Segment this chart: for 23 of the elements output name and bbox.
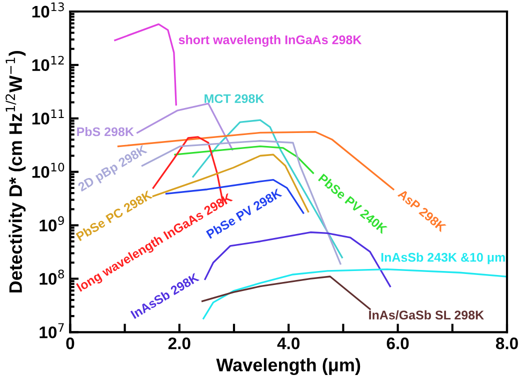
- y-tick-label: 10$^{12}$: [32, 56, 64, 72]
- x-tick-label: 2.0: [168, 337, 190, 350]
- x-tick-label: 8.0: [496, 337, 518, 350]
- series-label: InAs/GaSb SL 298K: [369, 310, 484, 320]
- x-tick-label: 6.0: [386, 337, 409, 350]
- line-series: [174, 146, 314, 174]
- line-series: [202, 268, 506, 320]
- y-axis-title: Detectivity D* (cm Hz$^{1/2}$W$^{−1}$): [6, 51, 26, 292]
- y-tick-label: 10$^{11}$: [32, 109, 64, 124]
- y-tick-label: 10$^{13}$: [32, 2, 64, 18]
- line-series: [201, 276, 371, 310]
- y-tick-label: 10$^{8}$: [40, 270, 64, 285]
- series-label: MCT 298K: [204, 94, 264, 104]
- series-label: InAsSb 243K &10 μm: [381, 252, 505, 264]
- series-label: short wavelength InGaAs 298K: [178, 35, 362, 47]
- x-axis-title: Wavelength (μm): [216, 358, 360, 376]
- series-label: PbS 298K: [77, 127, 134, 136]
- y-tick-label: 10$^{7}$: [40, 323, 64, 338]
- x-tick-label: 4.0: [277, 337, 300, 350]
- x-tick-label: 0: [66, 337, 74, 350]
- y-tick-label: 10$^{10}$: [32, 162, 64, 178]
- y-tick-label: 10$^{9}$: [40, 216, 64, 232]
- line-series: [114, 23, 177, 106]
